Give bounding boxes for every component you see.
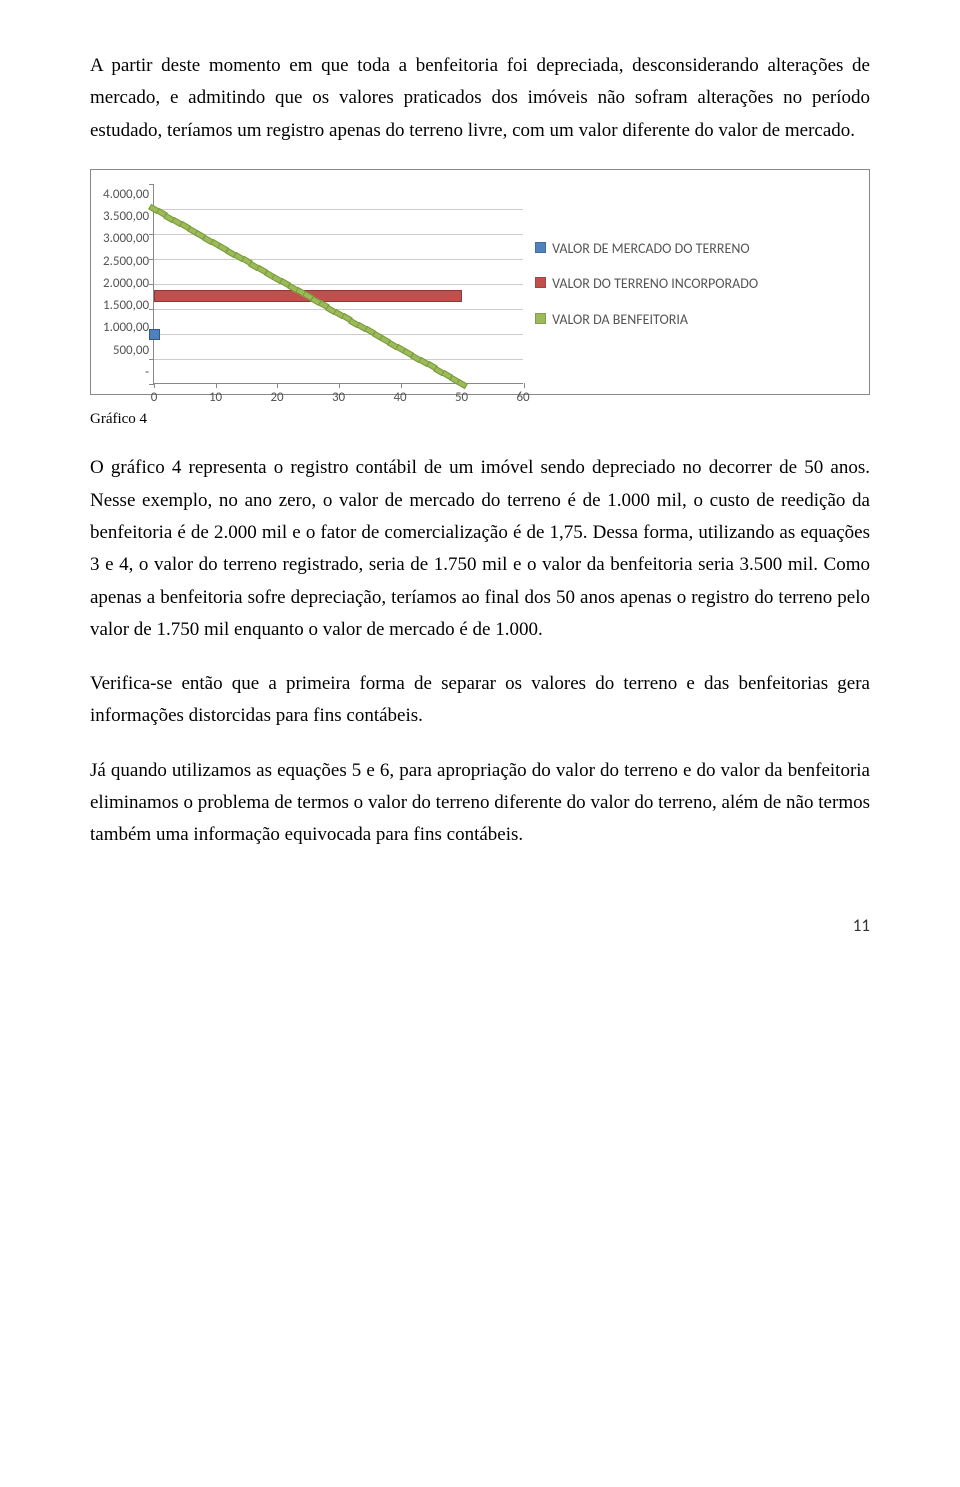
- paragraph-2: O gráfico 4 representa o registro contáb…: [90, 452, 870, 646]
- plot-wrap: 4.000,003.500,003.000,002.500,002.000,00…: [103, 184, 523, 384]
- legend-swatch: [535, 242, 546, 253]
- paragraph-4: Já quando utilizamos as equações 5 e 6, …: [90, 755, 870, 852]
- y-tick-label: -: [145, 362, 149, 384]
- legend-item: VALOR DO TERRENO INCORPORADO: [535, 275, 857, 293]
- legend-item: VALOR DA BENFEITORIA: [535, 311, 857, 329]
- legend-label: VALOR DE MERCADO DO TERRENO: [552, 240, 750, 258]
- legend-swatch: [535, 277, 546, 288]
- y-tick-label: 3.500,00: [103, 206, 149, 228]
- legend-label: VALOR DA BENFEITORIA: [552, 311, 688, 329]
- y-tick-label: 500,00: [113, 340, 149, 362]
- legend-swatch: [535, 313, 546, 324]
- y-tick-label: 2.500,00: [103, 251, 149, 273]
- paragraph-1: A partir deste momento em que toda a ben…: [90, 50, 870, 147]
- x-tick-label: 50: [455, 387, 468, 409]
- legend-item: VALOR DE MERCADO DO TERRENO: [535, 240, 857, 258]
- series-marker-blue: [149, 329, 160, 340]
- y-tick-label: 1.500,00: [103, 295, 149, 317]
- chart-legend: VALOR DE MERCADO DO TERRENO VALOR DO TERR…: [535, 240, 857, 329]
- paragraph-3: Verifica-se então que a primeira forma d…: [90, 668, 870, 733]
- x-tick-label: 10: [209, 387, 222, 409]
- y-tick-label: 3.000,00: [103, 228, 149, 250]
- y-tick-label: 2.000,00: [103, 273, 149, 295]
- x-tick-label: 0: [151, 387, 158, 409]
- y-axis: 4.000,003.500,003.000,002.500,002.000,00…: [103, 184, 153, 384]
- x-tick-label: 20: [270, 387, 283, 409]
- legend-label: VALOR DO TERRENO INCORPORADO: [552, 275, 758, 293]
- page-number: 11: [90, 912, 870, 941]
- x-tick-label: 60: [516, 387, 529, 409]
- x-tick-label: 40: [393, 387, 406, 409]
- chart-caption: Gráfico 4: [90, 407, 870, 433]
- x-tick-label: 30: [332, 387, 345, 409]
- chart-grafico-4: 4.000,003.500,003.000,002.500,002.000,00…: [90, 169, 870, 395]
- plot-area: 0102030405060: [153, 184, 523, 384]
- y-tick-label: 1.000,00: [103, 317, 149, 339]
- y-tick-label: 4.000,00: [103, 184, 149, 206]
